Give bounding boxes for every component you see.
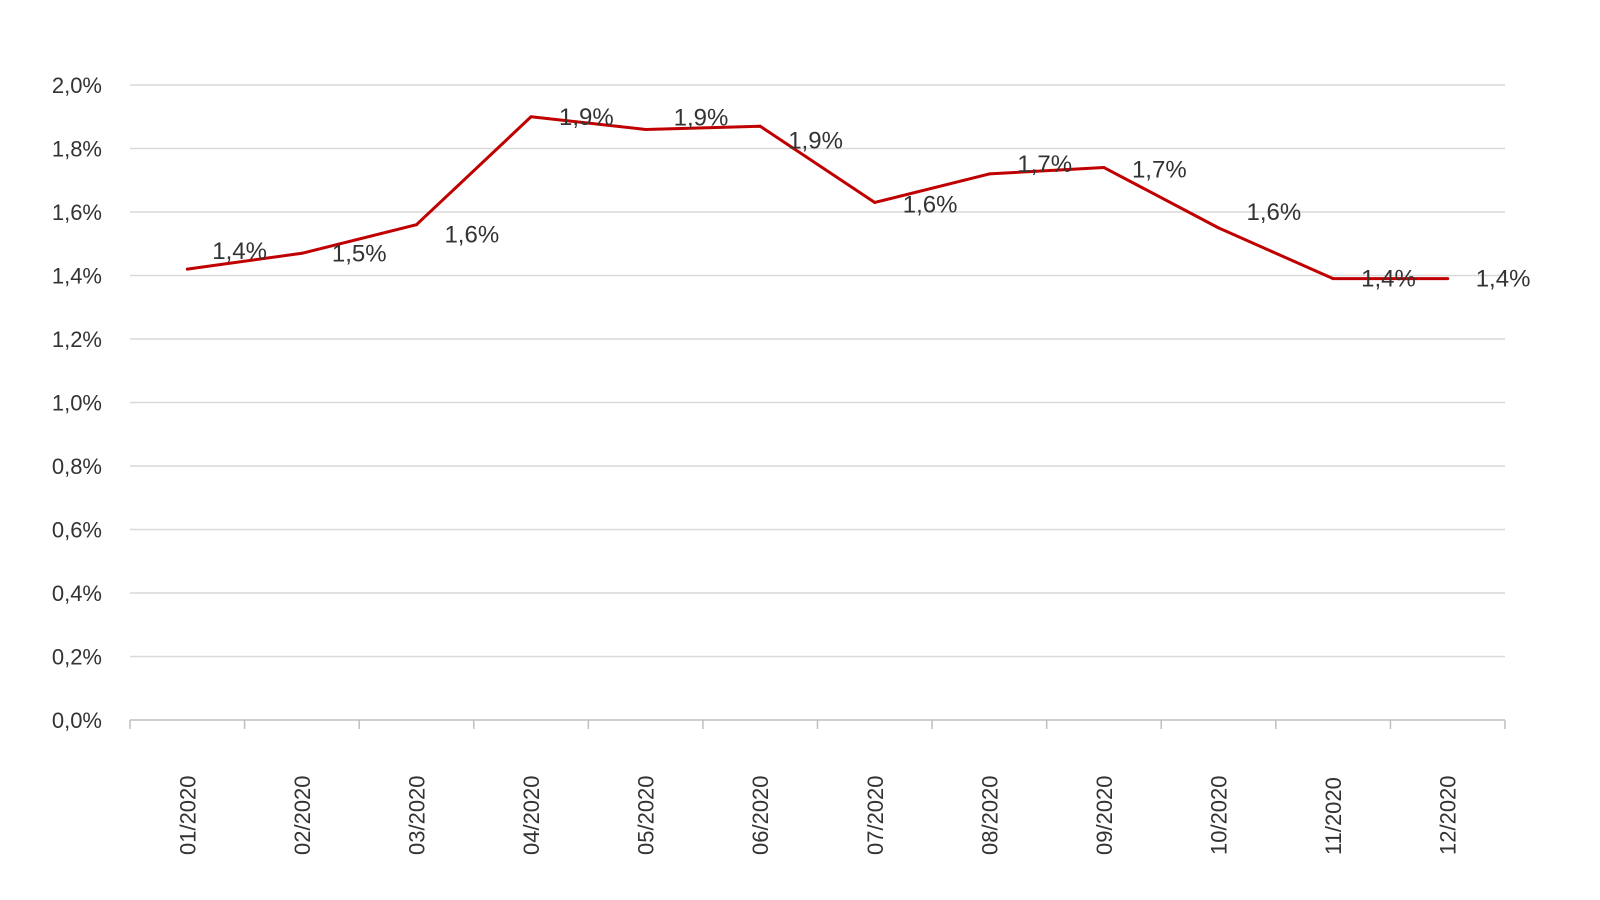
y-tick-label: 0,2% <box>52 645 102 670</box>
data-point <box>1331 277 1335 281</box>
x-tick-label: 04/2020 <box>519 775 544 855</box>
data-point <box>529 115 533 119</box>
data-point <box>644 127 648 131</box>
x-tick-label: 03/2020 <box>404 775 429 855</box>
x-tick-label: 12/2020 <box>1436 775 1461 855</box>
data-label: 1,6% <box>1247 199 1302 226</box>
series-line <box>187 115 1448 281</box>
data-label: 1,4% <box>1361 266 1416 293</box>
y-tick-label: 1,0% <box>52 391 102 416</box>
data-point <box>1446 277 1450 281</box>
data-point <box>300 251 304 255</box>
data-point <box>414 223 418 227</box>
data-label: 1,9% <box>788 127 843 154</box>
y-tick-label: 0,4% <box>52 581 102 606</box>
data-label: 1,7% <box>1132 157 1187 184</box>
data-label: 1,7% <box>1017 151 1072 178</box>
x-tick-label: 08/2020 <box>977 775 1002 855</box>
data-label: 1,4% <box>212 238 267 265</box>
data-label: 1,9% <box>559 104 614 131</box>
data-label: 1,6% <box>444 222 499 249</box>
y-tick-label: 0,0% <box>52 708 102 733</box>
x-tick-label: 01/2020 <box>175 775 200 855</box>
y-tick-label: 0,6% <box>52 518 102 543</box>
x-tick-label: 05/2020 <box>634 775 659 855</box>
y-tick-label: 1,8% <box>52 137 102 162</box>
data-point <box>1217 226 1221 230</box>
y-tick-label: 0,8% <box>52 454 102 479</box>
data-point <box>185 267 189 271</box>
data-label: 1,5% <box>332 240 387 267</box>
x-tick-label: 10/2020 <box>1207 775 1232 855</box>
y-tick-label: 1,2% <box>52 327 102 352</box>
x-tick-label: 09/2020 <box>1092 775 1117 855</box>
y-tick-label: 1,6% <box>52 200 102 225</box>
data-label: 1,4% <box>1476 266 1531 293</box>
data-point <box>873 200 877 204</box>
data-point <box>758 124 762 128</box>
x-tick-label: 11/2020 <box>1321 777 1346 855</box>
y-tick-label: 1,4% <box>52 264 102 289</box>
x-tick-label: 02/2020 <box>290 775 315 855</box>
data-label: 1,9% <box>674 104 729 131</box>
data-point <box>987 172 991 176</box>
x-tick-label: 07/2020 <box>863 775 888 855</box>
y-tick-label: 2,0% <box>52 73 102 98</box>
x-tick-label: 06/2020 <box>748 775 773 855</box>
data-point <box>1102 166 1106 170</box>
data-label: 1,6% <box>903 191 958 218</box>
